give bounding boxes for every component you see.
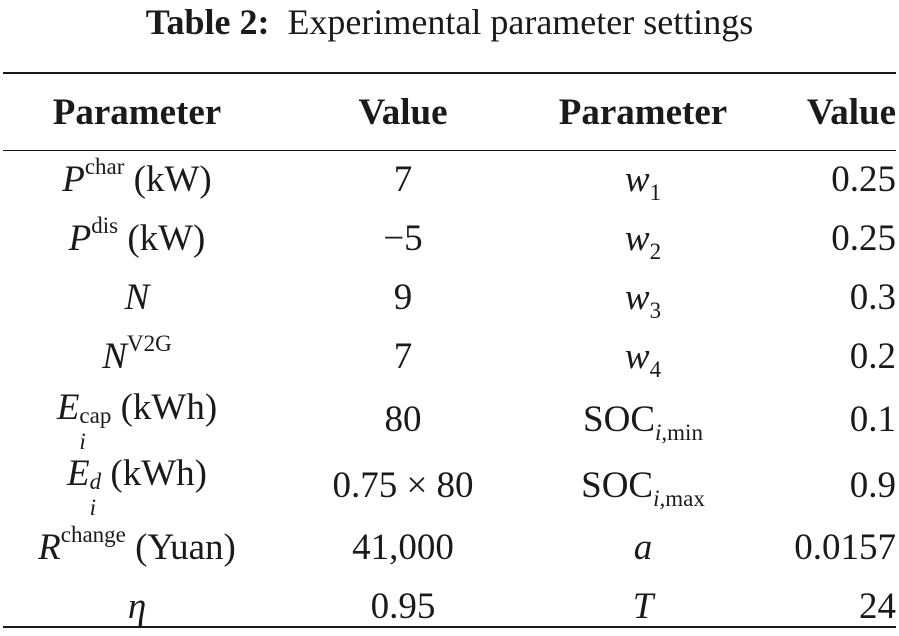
column-header: Parameter (52, 91, 222, 133)
value-cell: −5 (383, 218, 423, 259)
value-cell: 0.25 (831, 218, 896, 259)
parameter-cell: a (633, 527, 653, 568)
value-cell: 0.95 (370, 586, 436, 627)
parameter-cell: N (124, 277, 150, 318)
value-cell: 9 (393, 277, 413, 318)
column-header: Value (358, 91, 448, 133)
table-row: NV2G 7 w4 0.2 (3, 327, 896, 386)
value-cell: 0.75 × 80 (332, 464, 474, 506)
bottom-rule (3, 626, 896, 628)
table-row: η 0.95 T 24 (3, 577, 896, 636)
parameter-cell: η (127, 586, 147, 627)
value-cell: 24 (859, 586, 896, 627)
value-cell: 0.25 (831, 159, 896, 200)
table-row: Rchange (Yuan) 41,000 a 0.0157 (3, 518, 896, 577)
parameter-cell: w2 (624, 218, 662, 264)
header-rule (3, 150, 896, 151)
column-header: Value (806, 91, 896, 133)
table-caption: Table 2: Experimental parameter settings (0, 0, 899, 48)
column-header: Parameter (558, 91, 728, 133)
header-row: Parameter Value Parameter Value (3, 74, 896, 150)
parameter-cell: NV2G (102, 331, 172, 377)
caption-label: Table 2: (145, 2, 270, 42)
table-row: Pdis (kW) −5 w2 0.25 (3, 209, 896, 268)
parameter-cell: Pdis (kW) (68, 213, 206, 259)
value-cell: 7 (393, 159, 413, 200)
value-cell: 41,000 (352, 527, 454, 568)
parameter-cell: Rchange (Yuan) (38, 522, 236, 568)
value-cell: 0.2 (849, 336, 896, 377)
parameter-cell: SOCi,min (583, 398, 703, 445)
caption-text: Experimental parameter settings (287, 2, 754, 42)
parameter-cell: w4 (624, 336, 662, 382)
value-cell: 0.0157 (794, 527, 896, 568)
parameter-cell: Pchar (kW) (62, 154, 212, 200)
parameter-cell: T (632, 586, 654, 627)
top-rule (3, 72, 896, 74)
value-cell: 0.1 (849, 398, 896, 440)
value-cell: 7 (393, 336, 413, 377)
parameter-cell: w1 (624, 159, 662, 205)
value-cell: 0.3 (849, 277, 896, 318)
table-row: Pchar (kW) 7 w1 0.25 (3, 150, 896, 209)
value-cell: 80 (384, 398, 422, 440)
parameter-table: Parameter Value Parameter Value Pchar (k… (3, 74, 896, 636)
table-row: N 9 w3 0.3 (3, 268, 896, 327)
value-cell: 0.9 (849, 464, 896, 506)
parameter-cell: w3 (624, 277, 662, 323)
parameter-cell: SOCi,max (581, 464, 705, 511)
